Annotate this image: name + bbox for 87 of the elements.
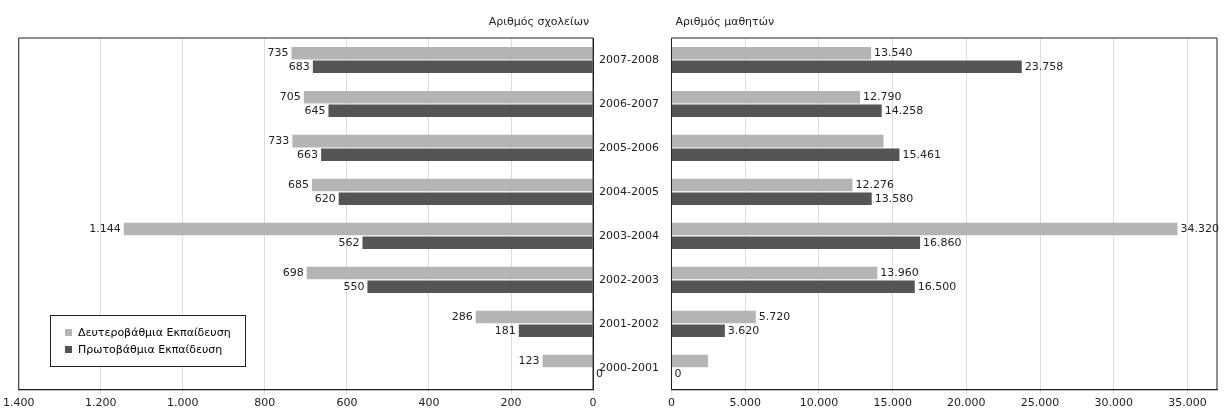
x-tick-label: 30.000 bbox=[1094, 396, 1134, 410]
bar bbox=[338, 192, 593, 205]
data-label: 12.790 bbox=[863, 90, 902, 104]
bar bbox=[306, 266, 593, 280]
y-tick-label: 2005-2006 bbox=[599, 140, 660, 154]
data-label: 34.320 bbox=[1180, 221, 1219, 235]
data-label: 123 bbox=[518, 353, 540, 367]
y-tick-label: 2000-2001 bbox=[599, 360, 660, 374]
data-label: 550 bbox=[343, 279, 365, 293]
x-tick-label: 5.000 bbox=[729, 396, 761, 410]
bar bbox=[672, 46, 872, 60]
data-label: 645 bbox=[304, 103, 326, 117]
data-label: 733 bbox=[268, 133, 290, 147]
chart-title: Αριθμός σχολείων bbox=[488, 15, 590, 29]
legend-label: Πρωτοβάθμια Εκπαίδευση bbox=[78, 343, 223, 356]
bar bbox=[672, 134, 884, 148]
x-tick-label: 0 bbox=[589, 396, 597, 410]
x-tick-label: 200 bbox=[500, 396, 522, 410]
x-tick-label: 600 bbox=[336, 396, 358, 410]
bar bbox=[475, 310, 593, 324]
bar bbox=[303, 90, 593, 104]
bar bbox=[672, 236, 921, 249]
bar bbox=[672, 104, 882, 118]
bar bbox=[321, 148, 593, 162]
data-label: 23.758 bbox=[1024, 59, 1064, 73]
x-tick-label: 1.000 bbox=[167, 396, 199, 410]
data-label: 13.960 bbox=[880, 265, 919, 279]
bar bbox=[672, 192, 872, 205]
bar bbox=[672, 310, 756, 324]
y-tick-label: 2006-2007 bbox=[599, 96, 660, 110]
bar bbox=[362, 236, 593, 249]
data-label: 16.500 bbox=[917, 279, 957, 293]
bar bbox=[123, 222, 593, 236]
legend-label: Δευτεροβάθμια Εκπαίδευση bbox=[78, 326, 231, 339]
y-tick-label: 2002-2003 bbox=[599, 272, 660, 286]
data-label: 620 bbox=[314, 191, 336, 205]
bar bbox=[672, 266, 878, 280]
bar bbox=[367, 280, 593, 293]
bar bbox=[672, 148, 900, 162]
bar bbox=[672, 222, 1178, 236]
x-tick-label: 400 bbox=[418, 396, 440, 410]
x-tick-label: 0 bbox=[668, 396, 675, 410]
data-label: 683 bbox=[288, 59, 310, 73]
data-label: 3.620 bbox=[727, 323, 760, 337]
bar bbox=[312, 60, 593, 74]
x-tick-label: 20.000 bbox=[947, 396, 986, 410]
data-label: 698 bbox=[282, 265, 304, 279]
data-label: 12.276 bbox=[855, 177, 894, 191]
bar bbox=[542, 354, 593, 368]
data-label: 685 bbox=[288, 177, 310, 191]
x-tick-label: 800 bbox=[254, 396, 276, 410]
x-tick-label: 1.400 bbox=[3, 396, 35, 410]
bar bbox=[672, 90, 861, 104]
bar bbox=[672, 178, 853, 192]
data-label: 14.258 bbox=[884, 103, 924, 117]
x-tick-label: 25.000 bbox=[1020, 396, 1060, 410]
data-label: 0 bbox=[674, 367, 682, 381]
x-tick-label: 15.000 bbox=[873, 396, 912, 410]
data-label: 1.144 bbox=[89, 221, 121, 235]
data-label: 5.720 bbox=[758, 309, 791, 323]
bar bbox=[672, 324, 725, 337]
x-tick-label: 1.200 bbox=[85, 396, 117, 410]
data-label: 562 bbox=[338, 235, 360, 249]
bar bbox=[518, 324, 593, 337]
data-label: 13.540 bbox=[874, 46, 913, 60]
data-label: 181 bbox=[494, 323, 516, 337]
x-tick-label: 35.000 bbox=[1168, 396, 1207, 410]
bar bbox=[291, 46, 593, 60]
bar bbox=[672, 60, 1022, 74]
y-tick-label: 2001-2002 bbox=[599, 316, 660, 330]
bar bbox=[292, 134, 593, 148]
data-label: 735 bbox=[267, 46, 289, 60]
bar bbox=[672, 280, 915, 293]
data-label: 15.461 bbox=[902, 147, 941, 161]
data-label: 13.580 bbox=[874, 191, 914, 205]
data-label: 286 bbox=[451, 309, 473, 323]
data-label: 663 bbox=[297, 147, 319, 161]
y-tick-label: 2003-2004 bbox=[599, 228, 660, 242]
data-label: 16.860 bbox=[923, 235, 962, 249]
y-tick-label: 2004-2005 bbox=[599, 184, 660, 198]
data-label: 705 bbox=[279, 90, 301, 104]
bar bbox=[312, 178, 593, 192]
x-tick-label: 10.000 bbox=[799, 396, 839, 410]
bar bbox=[328, 104, 593, 118]
chart-title: Αριθμός μαθητών bbox=[675, 15, 775, 29]
y-tick-label: 2007-2008 bbox=[599, 52, 660, 66]
bar bbox=[672, 354, 708, 368]
